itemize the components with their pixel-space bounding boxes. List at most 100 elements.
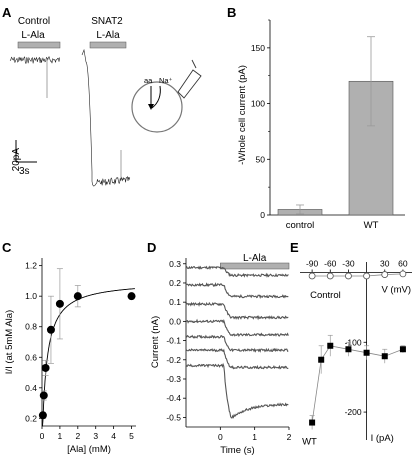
data-point [41, 363, 50, 372]
control-point [399, 270, 407, 278]
x-tick-label: 5 [129, 431, 134, 441]
y-tick-label: 1.0 [25, 291, 37, 301]
x-tick-label: 2 [287, 432, 292, 442]
snat2-drug-label: L-Ala [96, 30, 120, 41]
data-point [46, 325, 55, 334]
y-tick-label: 0.2 [169, 278, 181, 288]
x-tick-label: 60 [398, 258, 408, 268]
control-point [345, 272, 352, 280]
panel-d-letter: D [147, 240, 156, 255]
x-tick-label: -30 [342, 258, 355, 268]
y-tick-label: 0.6 [25, 352, 37, 362]
snat2-drug-bar [89, 41, 127, 49]
panel-e: E -90 -60 -30 30 60 -100 -200 V (mV) I (pA) Contr… [290, 240, 412, 448]
x-axis-label: V (mV) [381, 284, 411, 295]
y-tick-label: 0.4 [25, 383, 37, 393]
snat2-label: SNAT2 [91, 16, 123, 27]
data-point [127, 292, 136, 301]
current-trace [185, 318, 289, 337]
control-line [312, 273, 403, 277]
data-point [38, 411, 47, 420]
y-tick-label: -0.2 [166, 355, 181, 365]
control-point [308, 272, 316, 280]
x-tick-label: 0 [40, 431, 45, 441]
scale-bar: 20pA 3s [11, 140, 37, 177]
y-tick-label: 0.8 [25, 322, 37, 332]
y-tick-label: 0 [260, 210, 265, 220]
y-tick-label: 1.2 [25, 261, 37, 271]
na-arrow [151, 85, 161, 109]
y-tick-label: -200 [345, 407, 362, 417]
panel-d: D 0.3 0.2 0.1 0.0 -0.1 -0.2 -0.3 -0.4 -0.5 0 1 2 Cur… [147, 240, 292, 456]
y-tick-label: 0.0 [169, 316, 181, 326]
panel-c: C 0.2 0.4 0.6 0.8 1.0 1.2 0 1 2 3 4 5 I/I (at 5mM Al… [2, 240, 136, 455]
current-traces [9, 48, 131, 187]
x-tick-label: -90 [306, 258, 319, 268]
category-label: control [286, 220, 315, 231]
y-axis-label: -Whole cell current (pA) [237, 65, 248, 165]
y-tick-label: 0.3 [169, 259, 181, 269]
y-tick-label: 0.1 [169, 297, 181, 307]
y-tick-label: -0.4 [166, 393, 181, 403]
panel-a-letter: A [2, 5, 12, 20]
control-point [381, 271, 389, 278]
y-tick-label: 0.2 [25, 413, 37, 423]
control-drug-label: L-Ala [21, 30, 45, 41]
control-series-label: Control [310, 290, 341, 301]
wt-point [345, 346, 352, 353]
panel-e-letter: E [290, 240, 299, 255]
snat2-trace [81, 48, 131, 187]
y-axis-label: I (pA) [371, 433, 394, 444]
scale-time-label: 3s [19, 166, 30, 177]
y-tick-label: 50 [256, 154, 266, 164]
fit-curve [42, 288, 136, 427]
x-axis-label: [Ala] (mM) [67, 444, 111, 455]
panel-a: A Control SNAT2 L-Ala L-Ala aa Na⁺ 20pA … [2, 5, 202, 187]
current-trace [185, 301, 289, 321]
control-point [363, 272, 370, 280]
current-trace [185, 334, 289, 353]
cell-membrane [131, 81, 183, 133]
dose-response-chart: 0.2 0.4 0.6 0.8 1.0 1.2 0 1 2 3 4 5 I/I (at 5mM Ala)… [4, 258, 136, 455]
data-point [39, 391, 48, 400]
y-tick-label: -0.5 [166, 412, 181, 422]
x-tick-label: 0 [218, 432, 223, 442]
panel-b-letter: B [227, 5, 236, 20]
control-label: Control [18, 16, 50, 27]
iv-curve-chart: -90 -60 -30 30 60 -100 -200 V (mV) I (pA) Control… [300, 258, 412, 448]
scale-current-label: 20pA [11, 148, 22, 172]
category-label: WT [364, 220, 379, 231]
na-label: Na⁺ [159, 76, 173, 85]
drug-label: L-Ala [243, 253, 267, 264]
wt-point [363, 349, 370, 356]
wt-point [327, 342, 334, 349]
wt-point [309, 419, 316, 426]
y-tick-label: 150 [251, 43, 265, 53]
y-axis-label: I/I (at 5mM Ala) [4, 310, 15, 374]
bar-chart: 0 50 100 150 -Whole cell current (pA) control… [237, 19, 405, 231]
patch-pipette [177, 69, 202, 99]
x-tick-label: 3 [93, 431, 98, 441]
x-tick-label: 2 [75, 431, 80, 441]
current-trace [185, 348, 289, 370]
wt-point [381, 353, 388, 360]
aa-arrow-head [148, 104, 154, 110]
y-tick-label: 100 [251, 99, 265, 109]
y-tick-label: -100 [345, 337, 362, 347]
x-tick-label: 4 [111, 431, 116, 441]
panel-c-letter: C [2, 240, 12, 255]
y-tick-label: -0.3 [166, 374, 181, 384]
wt-point [399, 346, 406, 353]
x-axis-label: Time (s) [220, 445, 254, 456]
current-trace [185, 282, 289, 299]
y-axis-label: Current (nA) [150, 316, 161, 368]
time-course-chart: 0.3 0.2 0.1 0.0 -0.1 -0.2 -0.3 -0.4 -0.5 0 1 2 Curre… [150, 253, 292, 456]
control-point [326, 272, 334, 280]
wt-series-label: WT [302, 437, 317, 448]
drug-bar [220, 262, 290, 270]
x-tick-label: 1 [252, 432, 257, 442]
panel-b: B 0 50 100 150 -Whole cell current (pA) contr… [227, 5, 405, 231]
x-tick-label: -60 [324, 258, 337, 268]
current-trace [185, 265, 289, 278]
